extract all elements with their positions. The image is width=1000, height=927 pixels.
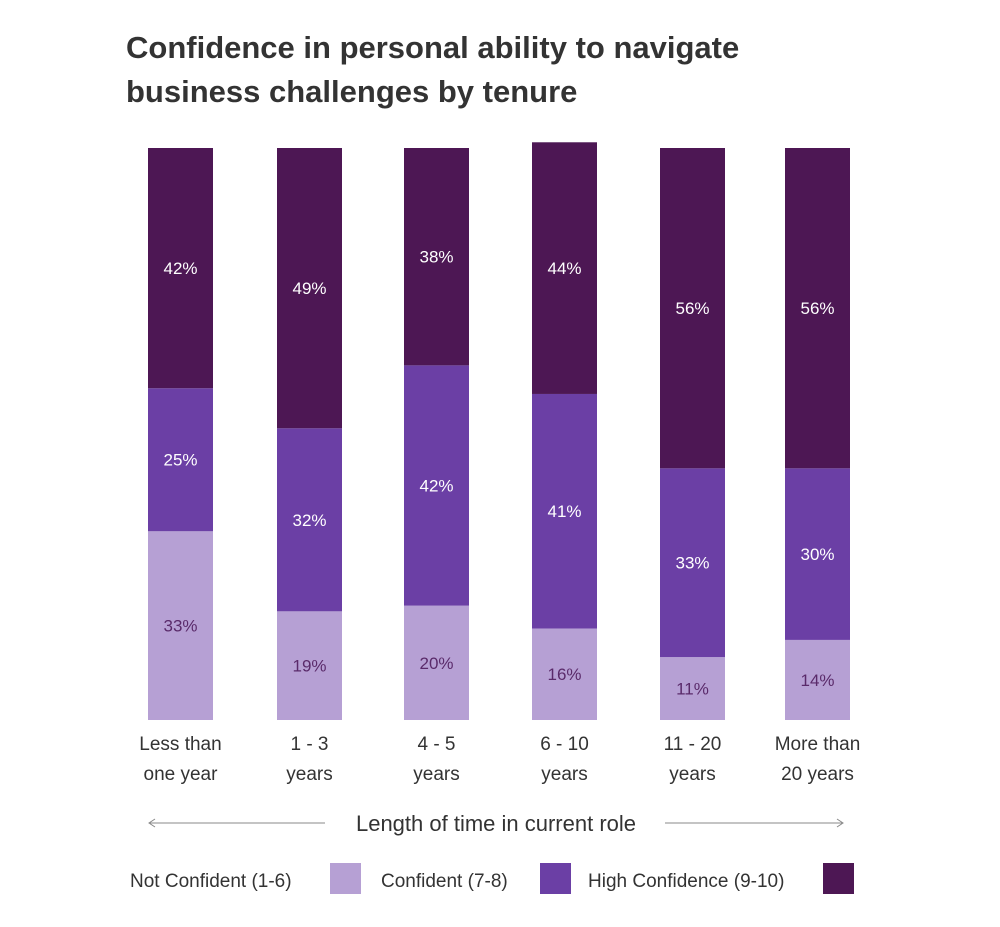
legend-item: Confident (7-8) (381, 863, 571, 894)
x-axis-label: Length of time in current role (356, 811, 636, 836)
data-label: 16% (547, 665, 581, 684)
data-label: 38% (419, 248, 453, 267)
data-label: 49% (292, 279, 326, 298)
data-label: 41% (547, 502, 581, 521)
bar-segment (404, 148, 469, 366)
data-label: 42% (163, 259, 197, 278)
data-label: 11% (676, 680, 709, 699)
category-label: 6 - 10 (540, 734, 589, 755)
category-label: More than (775, 734, 861, 755)
category-label: years (669, 764, 715, 785)
bar-segment (277, 611, 342, 720)
category-label: one year (144, 764, 219, 785)
bar-segment (148, 388, 213, 532)
legend: Not Confident (1-6) Confident (7-8) High C… (130, 863, 854, 894)
data-label: 32% (292, 511, 326, 530)
bar-segment (277, 428, 342, 612)
bar-segment (148, 531, 213, 720)
legend-label: Confident (7-8) (381, 871, 508, 892)
category-label: 11 - 20 (664, 734, 722, 755)
data-label: 33% (675, 554, 709, 573)
data-label: 20% (419, 654, 453, 673)
category-label: years (286, 764, 332, 785)
bar-group: 33% 25% 42% Less than one year (139, 148, 222, 785)
arrow-right-icon (836, 818, 844, 828)
data-label: 42% (419, 476, 453, 495)
bar-group: 20% 42% 38% 4 - 5 years (404, 148, 469, 785)
bar-group: 14% 30% 56% More than 20 years (775, 148, 861, 785)
bar-segment (660, 468, 725, 658)
legend-item: High Confidence (9-10) (588, 863, 854, 894)
bar-segment (532, 393, 597, 629)
category-label: 1 - 3 (290, 734, 328, 755)
data-label: 25% (163, 451, 197, 470)
bar-segment (404, 605, 469, 720)
legend-swatch (540, 863, 571, 894)
category-label: Less than (139, 734, 221, 755)
data-label: 14% (800, 671, 834, 690)
x-axis: Length of time in current role (148, 811, 844, 836)
bar-segment (148, 148, 213, 389)
category-label: 20 years (781, 764, 854, 785)
chart-title-line-1: Confidence in personal ability to naviga… (126, 30, 739, 65)
category-label: 4 - 5 (417, 734, 455, 755)
bar-segment (532, 142, 597, 394)
data-label: 44% (547, 259, 581, 278)
bar-segment (277, 148, 342, 429)
bar-group: 16% 41% 44% 6 - 10 years (532, 142, 597, 785)
bar-group: 19% 32% 49% 1 - 3 years (277, 148, 342, 785)
bar-segment (660, 148, 725, 469)
bar-segment (785, 148, 850, 469)
bar-segment (785, 639, 850, 720)
category-label: years (413, 764, 459, 785)
bar-segment (660, 657, 725, 720)
data-label: 19% (292, 657, 326, 676)
data-label: 56% (800, 299, 834, 318)
bar-segment (785, 468, 850, 640)
legend-swatch (330, 863, 361, 894)
legend-swatch (823, 863, 854, 894)
legend-label: Not Confident (1-6) (130, 871, 292, 892)
legend-item: Not Confident (1-6) (130, 863, 361, 894)
chart-title-line-2: business challenges by tenure (126, 74, 577, 109)
category-label: years (541, 764, 587, 785)
legend-label: High Confidence (9-10) (588, 871, 784, 892)
bar-segment (404, 365, 469, 606)
bar-segment (532, 628, 597, 720)
arrow-left-icon (148, 818, 156, 828)
data-label: 30% (800, 545, 834, 564)
data-label: 56% (675, 299, 709, 318)
bar-group: 11% 33% 56% 11 - 20 years (660, 148, 725, 785)
data-label: 33% (163, 617, 197, 636)
